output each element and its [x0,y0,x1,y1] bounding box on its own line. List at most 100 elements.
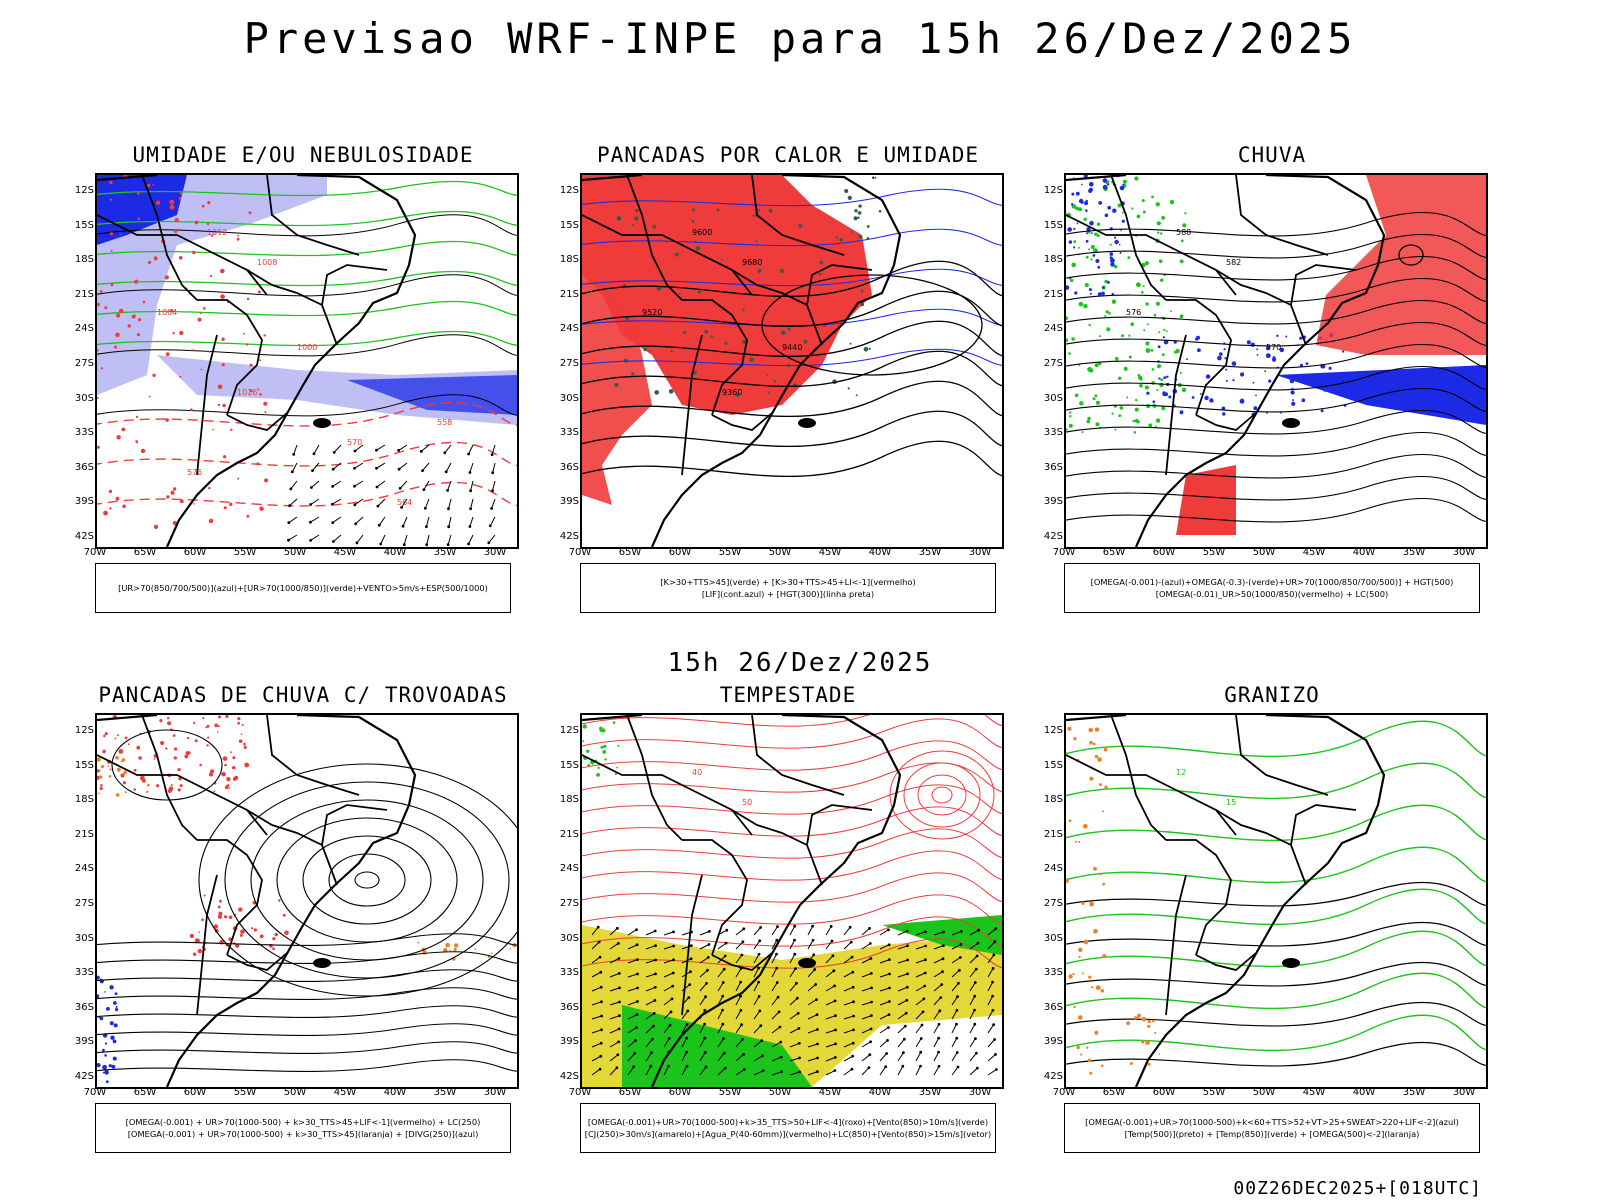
hgt500-contour [1066,432,1486,457]
lc500-closed [1398,244,1424,266]
latitude-tick: 30S [1043,932,1063,944]
wind-vector [771,1026,781,1034]
wind-vector-head [956,995,959,999]
lc850-streamline [582,850,1002,881]
wind-vector [771,953,777,964]
longitude-tick: 70W [83,1087,107,1098]
omega-blue [1073,227,1076,230]
red-speckle [259,359,261,362]
divergence-blue [102,1048,105,1052]
wind-vector [717,982,724,992]
wind-vector [951,944,962,950]
red-speckle [135,415,139,418]
thunder-orange [115,793,120,797]
divergence-blue [102,1071,105,1074]
wind-vector [354,498,364,506]
divergence-blue [106,1007,110,1011]
divergence-blue [112,1039,117,1044]
wind-vector-head [955,1022,958,1026]
omega500-orange [1100,989,1105,993]
wind-vector [290,480,298,490]
wind-vector-head [886,1039,889,1042]
omega500-orange [1073,1005,1076,1009]
latitude-tick: 15S [74,759,94,771]
thunder-red [153,758,156,760]
wind-vector-head [376,504,380,508]
wind-vector [310,534,320,541]
longitude-tick: 55W [233,1087,257,1098]
longitude-tick: 40W [383,547,407,558]
latitude-axis: 12S 15S 18S 21S 24S 27S 30S 33S 36S 39S 42S [1037,713,1063,1089]
longitude-tick: 55W [233,547,257,558]
temp850-contour [1066,888,1486,926]
wind-vector-head [757,952,761,956]
wind-vector [915,1065,921,1076]
state-border [626,175,683,301]
green-contour [97,180,517,197]
panel-legend: [OMEGA(-0.001)+UR>70(1000-500)+k<60+TTS>… [1064,1103,1480,1153]
wind-vector-head [776,925,779,928]
thunder-red [278,899,281,902]
latitude-tick: 24S [559,863,579,875]
omega500-orange [1078,947,1083,952]
latitude-axis: 12S 15S 18S 21S 24S 27S 30S 33S 36S 39S 42S [1037,173,1063,549]
latitude-tick: 21S [559,828,579,840]
wind-vector-head [741,1038,744,1041]
wind-vector-head [379,542,383,546]
wind-vector [426,534,430,545]
wind-vector-head [447,507,450,511]
omega-green [1158,259,1163,263]
wind-vector-head [816,1070,819,1073]
temp850-contour [1066,720,1486,758]
wind-vector [663,998,673,1006]
wind-vector-head [617,972,621,975]
wind-vector-head [653,985,657,989]
wind-vector [915,931,926,936]
wind-vector [807,984,816,992]
latitude-tick: 39S [74,1036,94,1048]
omega-green [1173,350,1177,354]
contour-label: 9440 [782,343,802,352]
omega-blue [1256,354,1259,356]
wind-vector-head [740,953,744,957]
omega-green [1071,262,1076,268]
wind-vector-head [469,489,472,493]
latitude-tick: 18S [1043,254,1063,266]
state-border [226,952,288,971]
red-speckle [221,363,225,367]
wind-vector-head [993,940,997,944]
omega-blue [1071,192,1075,196]
wind-vector-head [421,469,424,472]
thunder-red [218,911,223,916]
omega-green [1094,232,1098,236]
instability-green [643,347,647,352]
omega500-orange [1067,726,1072,731]
omega-green [1106,327,1111,332]
wind-vector [933,931,944,936]
red-speckle [212,428,214,431]
rain-red-area [1316,175,1486,355]
wind-vector-head [991,994,994,998]
wind-vector [969,1052,977,1062]
omega500-orange [1089,1071,1093,1075]
wind-vector [843,941,852,950]
wind-vector [492,480,496,491]
red-speckle [115,496,120,501]
divergence-blue [110,1035,115,1040]
thunder-orange [443,948,448,953]
omega-blue [1067,227,1072,232]
coastline [97,175,417,547]
hgt300-contour [582,380,1002,418]
wind-vector-head [975,954,979,958]
red-speckle [172,332,175,335]
contour-label: 1008 [257,258,277,267]
latitude-tick: 30S [74,932,94,944]
omega-green [1118,376,1122,380]
latitude-axis: 12S 15S 18S 21S 24S 27S 30S 33S 36S 39S 42S [553,713,579,1089]
omega-blue [1239,398,1245,404]
longitude-tick: 65W [1102,1087,1126,1098]
wind-vector [717,995,724,1006]
latitude-tick: 30S [74,392,94,404]
wind-vector [951,969,960,978]
lagoa-dos-patos [798,958,816,968]
